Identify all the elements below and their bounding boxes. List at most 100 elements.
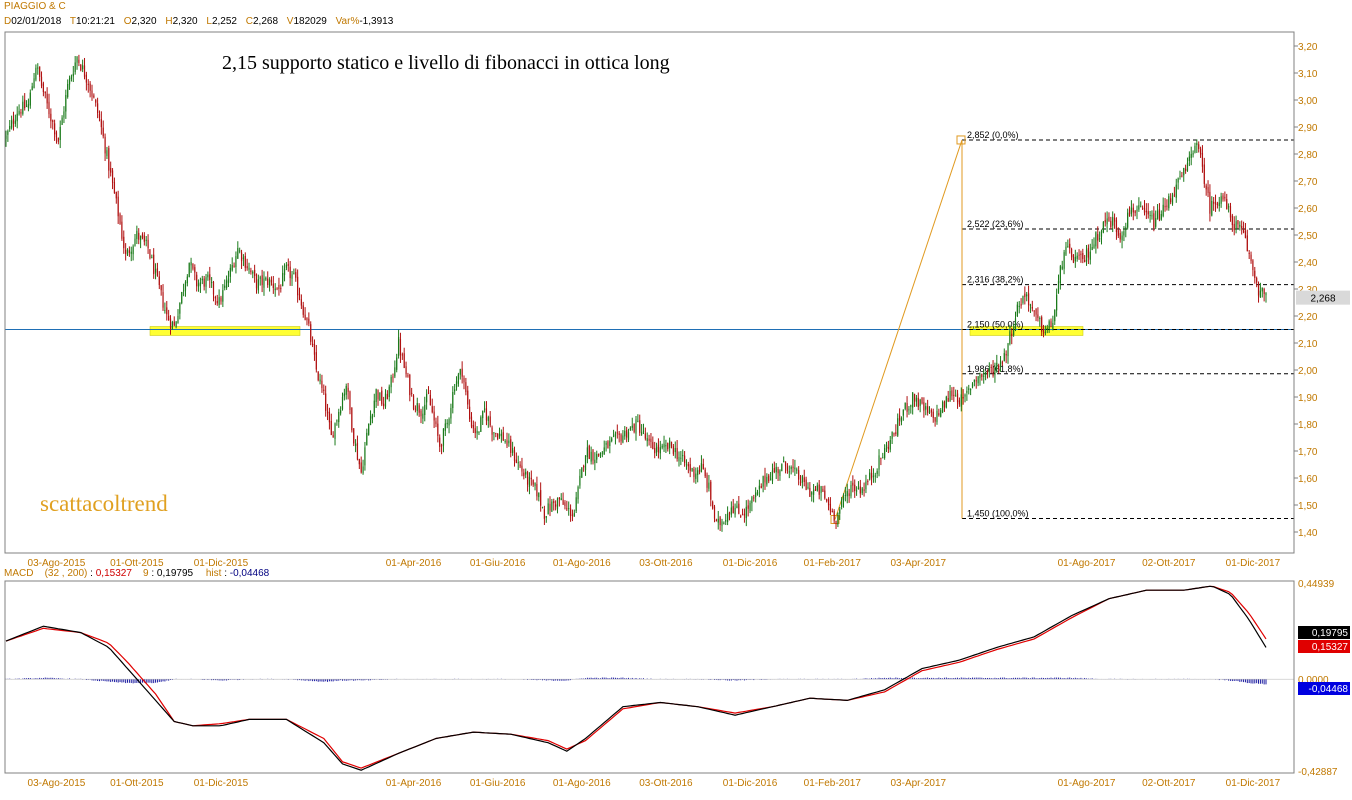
price-tick-label: 2,10 bbox=[1298, 339, 1318, 350]
candle-body bbox=[829, 503, 832, 512]
candle-body bbox=[1042, 329, 1045, 334]
candle-body bbox=[973, 379, 975, 383]
candle-body bbox=[756, 491, 759, 495]
candle-body bbox=[695, 473, 697, 479]
candle-body bbox=[366, 432, 368, 446]
price-tick-label: 3,20 bbox=[1298, 42, 1318, 53]
candle-body bbox=[584, 455, 587, 470]
candle-body bbox=[1199, 148, 1202, 155]
candle-body bbox=[439, 437, 441, 447]
candle-body bbox=[450, 407, 452, 419]
candle-body bbox=[614, 433, 617, 437]
candle-body bbox=[867, 481, 869, 483]
candle-body bbox=[186, 276, 188, 284]
candle-body bbox=[588, 445, 590, 459]
candle-body bbox=[377, 390, 379, 400]
candle-body bbox=[440, 445, 443, 447]
candle-body bbox=[1033, 310, 1035, 312]
candle-body bbox=[216, 300, 218, 304]
candle-body bbox=[515, 459, 517, 463]
candle-body bbox=[1059, 266, 1061, 284]
candle-body bbox=[919, 399, 921, 406]
candle-body bbox=[1246, 235, 1248, 252]
candle-body bbox=[635, 419, 637, 434]
time-value: 10:21:21 bbox=[76, 16, 115, 27]
candle-body bbox=[383, 403, 385, 407]
candle-body bbox=[235, 256, 237, 268]
candle-body bbox=[863, 489, 865, 491]
date-label: 01-Apr-2016 bbox=[386, 558, 442, 569]
candle-body bbox=[777, 469, 779, 474]
candle-body bbox=[882, 457, 884, 459]
candle-body bbox=[311, 343, 314, 346]
candle-body bbox=[297, 276, 299, 296]
price-tick-label: 2,90 bbox=[1298, 123, 1318, 134]
candle-body bbox=[953, 394, 955, 396]
candle-body bbox=[46, 93, 48, 104]
candle-body bbox=[225, 280, 228, 288]
candle-body bbox=[205, 277, 207, 287]
candle-body bbox=[248, 267, 250, 270]
candle-body bbox=[95, 99, 97, 103]
candle-body bbox=[1228, 206, 1230, 208]
candle-body bbox=[401, 354, 403, 356]
candle-body bbox=[824, 490, 826, 499]
signal-value-box-label: 0,19795 bbox=[1312, 628, 1349, 639]
candle-body bbox=[1138, 205, 1140, 210]
low-key: L bbox=[206, 16, 212, 27]
candle-body bbox=[254, 269, 256, 276]
candle-body bbox=[766, 476, 768, 485]
candle-body bbox=[231, 264, 233, 271]
macd-date-label: 01-Ago-2017 bbox=[1058, 778, 1116, 789]
candle-body bbox=[781, 464, 783, 472]
candle-body bbox=[392, 376, 394, 378]
candle-body bbox=[1233, 223, 1235, 231]
candle-body bbox=[629, 427, 631, 430]
candle-body bbox=[201, 278, 203, 281]
candle-body bbox=[876, 471, 878, 475]
candle-body bbox=[618, 433, 620, 435]
candle-body bbox=[272, 283, 274, 289]
date-label: 01-Dic-2015 bbox=[194, 558, 249, 569]
candle-body bbox=[1084, 259, 1086, 263]
candle-body bbox=[495, 432, 497, 434]
price-panel: 2,852 (0,0%) 2,522 (23,6%) 2,316 (38,2%) 2,… bbox=[5, 54, 1294, 532]
candle-body bbox=[1018, 305, 1020, 307]
candle-body bbox=[749, 502, 751, 511]
candle-body bbox=[536, 483, 538, 497]
candle-body bbox=[966, 390, 968, 393]
candle-body bbox=[78, 59, 80, 63]
candle-body bbox=[842, 496, 845, 501]
signal-period: 9 bbox=[143, 568, 149, 579]
candle-body bbox=[607, 441, 609, 449]
candle-body bbox=[74, 62, 76, 73]
candle-body bbox=[394, 367, 396, 377]
candle-body bbox=[369, 416, 372, 426]
candle-body bbox=[16, 113, 18, 122]
high-value: 2,320 bbox=[172, 16, 198, 27]
candle-body bbox=[1095, 232, 1097, 247]
candle-body bbox=[512, 448, 514, 453]
fib-anchor-high bbox=[956, 135, 966, 145]
candle-body bbox=[426, 394, 428, 403]
candle-body bbox=[1054, 309, 1056, 322]
open-key: O bbox=[123, 16, 132, 27]
candle-body bbox=[663, 443, 665, 448]
macd-date-label: 03-Apr-2017 bbox=[890, 778, 946, 789]
macd-date-label: 01-Ago-2016 bbox=[553, 778, 611, 789]
candle-body bbox=[354, 443, 357, 446]
candle-body bbox=[884, 448, 886, 458]
candle-body bbox=[470, 416, 473, 427]
candle-body bbox=[412, 395, 415, 409]
candle-body bbox=[373, 400, 375, 414]
candle-body bbox=[498, 433, 501, 437]
candle-body bbox=[130, 251, 132, 254]
candle-body bbox=[100, 118, 102, 128]
candle-body bbox=[126, 249, 129, 256]
candle-body bbox=[898, 415, 901, 421]
candle-body bbox=[141, 234, 144, 238]
candle-body bbox=[500, 433, 503, 436]
candle-body bbox=[1106, 218, 1108, 225]
candle-body bbox=[540, 490, 542, 506]
candle-body bbox=[594, 459, 596, 464]
